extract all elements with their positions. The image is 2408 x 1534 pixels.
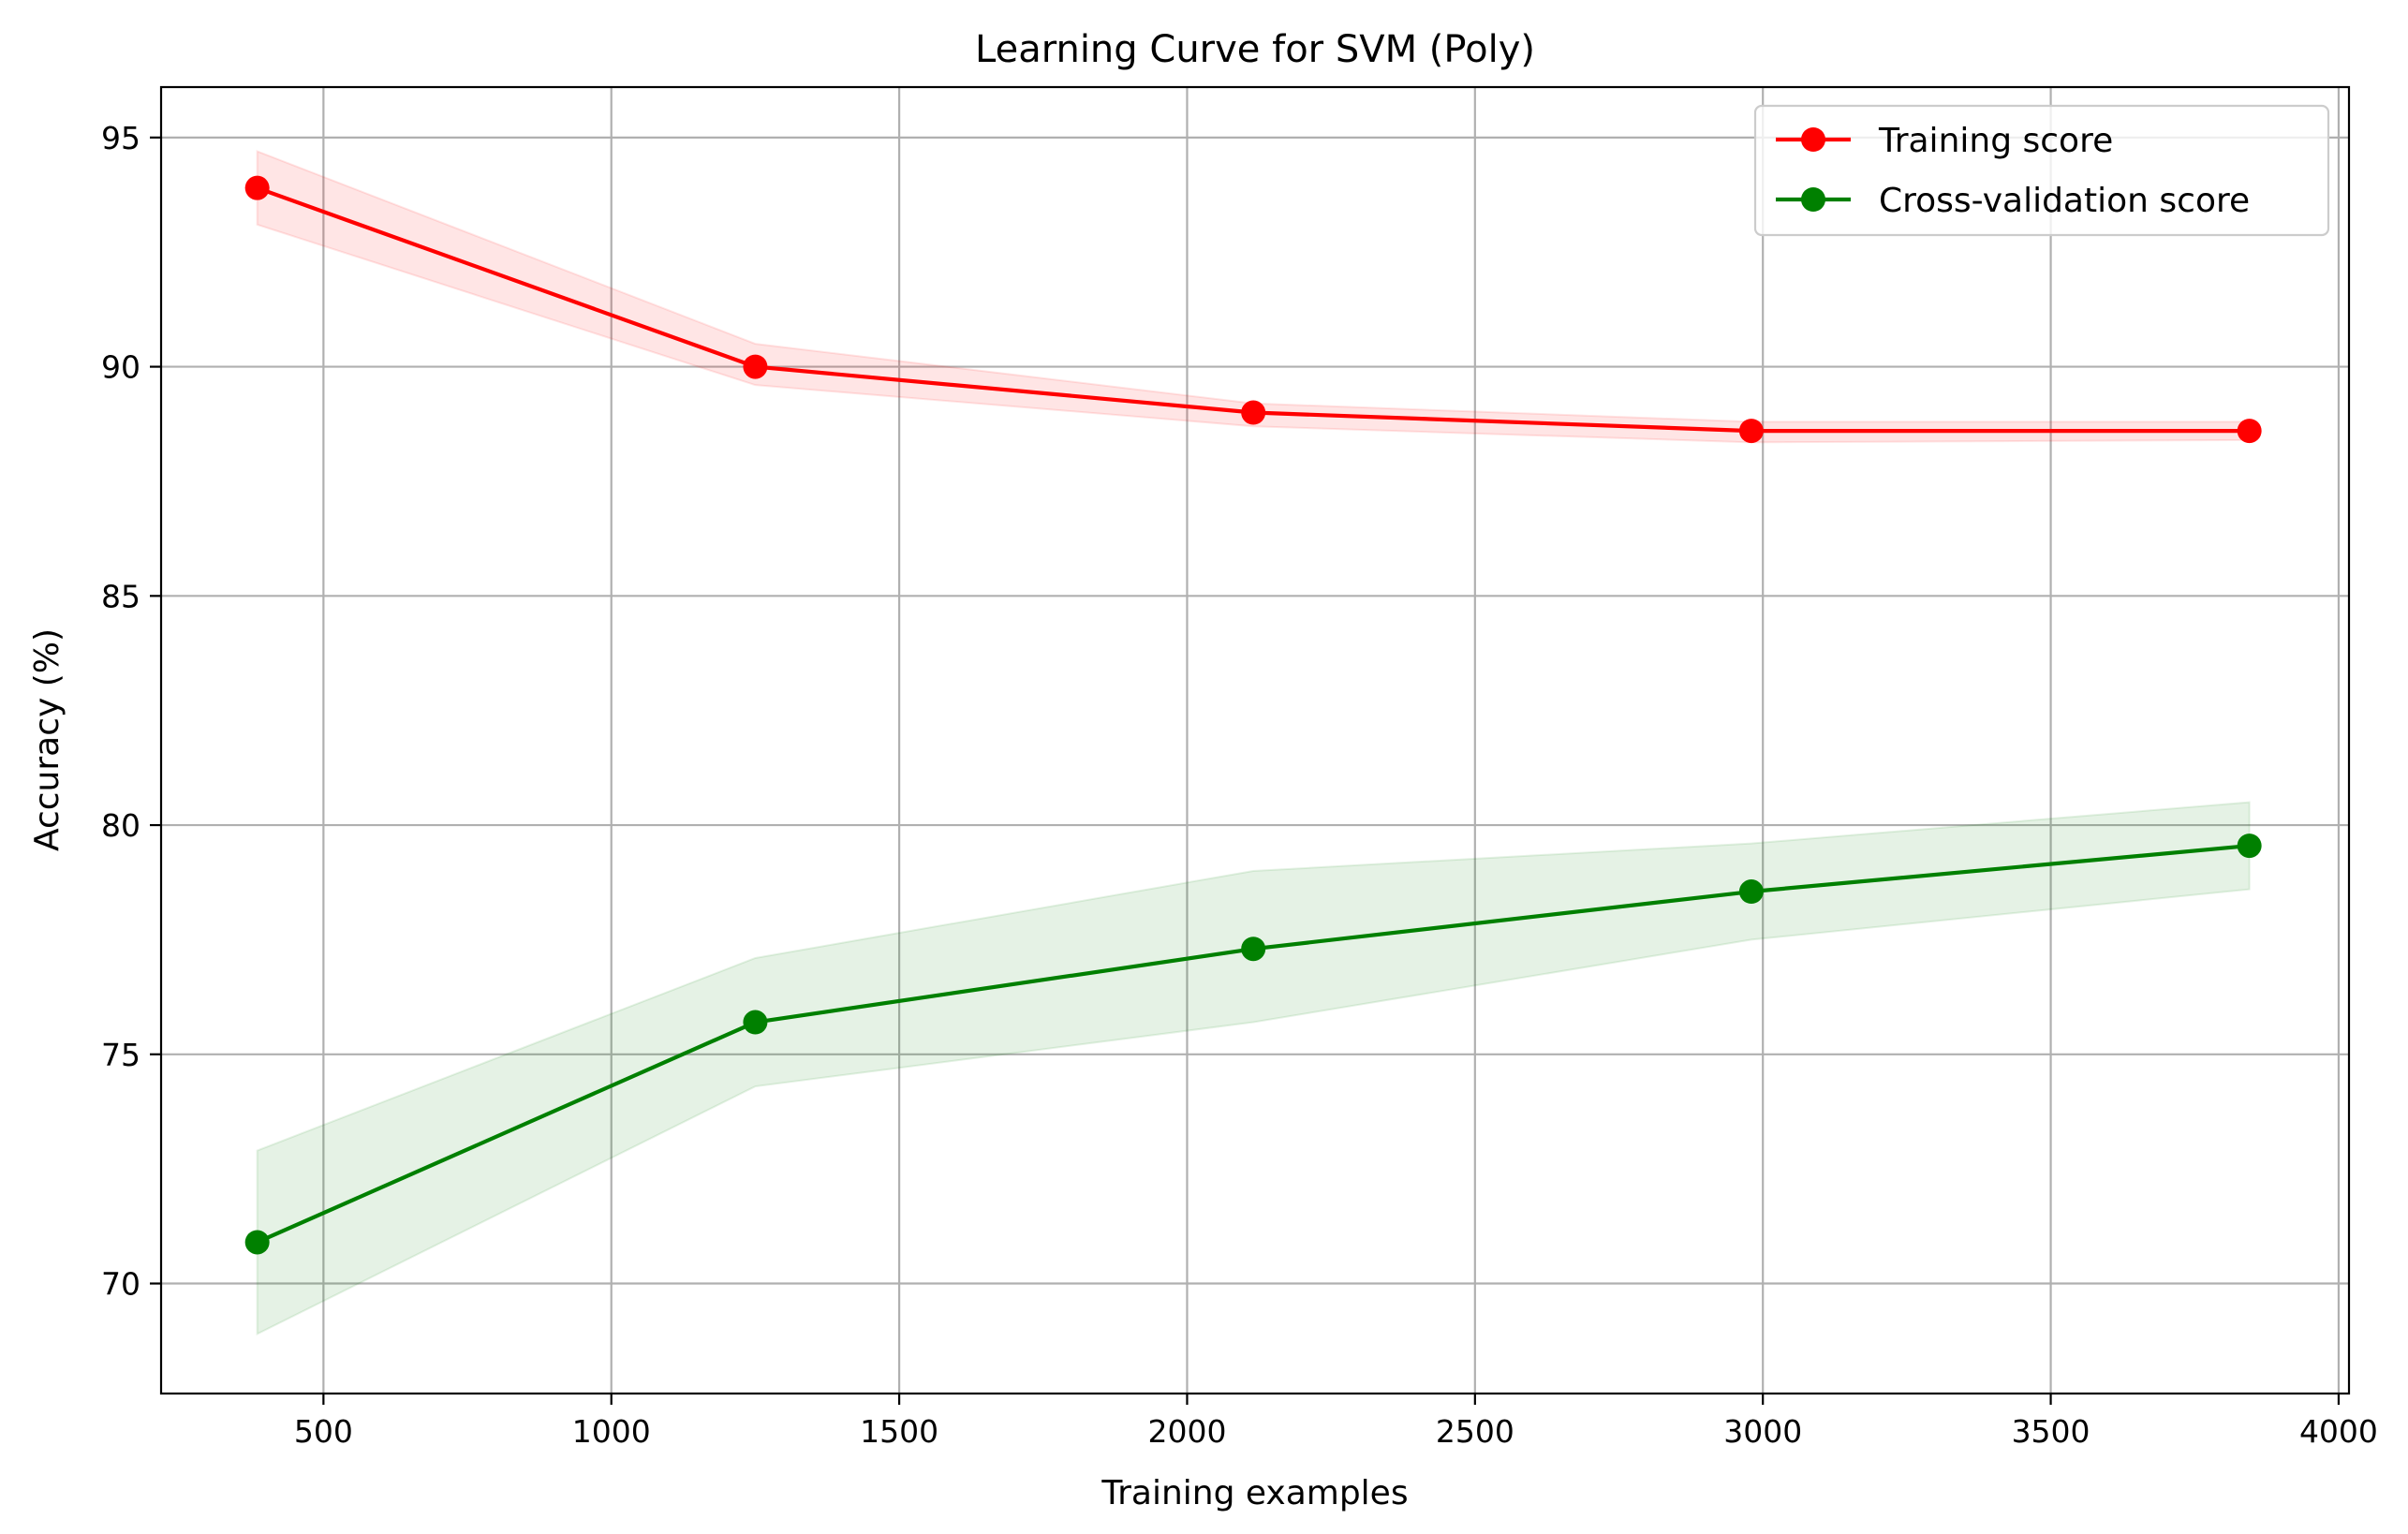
y-tick-label: 95 — [101, 120, 140, 156]
axis-ticks: 500 1000 1500 2000 2500 3000 3500 4000 70 75 80 85 9… — [101, 120, 2378, 1450]
cv-score-point — [1241, 937, 1266, 962]
y-tick-label: 85 — [101, 578, 140, 614]
y-tick-label: 70 — [101, 1266, 140, 1303]
y-axis-label: Accuracy (%) — [28, 628, 66, 851]
legend-cv-marker — [1801, 187, 1825, 212]
legend-box — [1753, 104, 2330, 237]
legend: Training score Cross-validation score — [1753, 104, 2330, 237]
y-tick-label: 75 — [101, 1037, 140, 1073]
legend-training-label: Training score — [1878, 122, 2113, 160]
training-score-point — [743, 354, 768, 379]
cv-score-point — [244, 1230, 270, 1255]
training-score-point — [244, 175, 270, 200]
y-tick-label: 80 — [101, 807, 140, 844]
axes-frame — [159, 85, 2351, 1395]
training-score-point — [2237, 419, 2262, 444]
grid-lines — [161, 87, 2349, 1394]
x-tick-label: 2500 — [1436, 1413, 1514, 1450]
legend-cv-label: Cross-validation score — [1879, 182, 2250, 220]
training-score-point — [1738, 419, 1764, 444]
cv-score-point — [1738, 879, 1764, 905]
x-tick-label: 3500 — [2012, 1413, 2090, 1450]
x-tick-label: 500 — [294, 1413, 353, 1450]
x-axis-label: Training examples — [1101, 1474, 1408, 1512]
x-tick-label: 4000 — [2299, 1413, 2378, 1450]
cv-score-band — [256, 801, 2251, 1335]
legend-training-marker — [1801, 127, 1825, 152]
y-tick-label: 90 — [101, 349, 140, 386]
x-tick-label: 2000 — [1147, 1413, 1226, 1450]
x-tick-label: 1500 — [860, 1413, 938, 1450]
cv-score-point — [743, 1010, 768, 1035]
x-tick-label: 1000 — [572, 1413, 651, 1450]
chart-title: Learning Curve for SVM (Poly) — [975, 28, 1535, 71]
series-markers — [244, 175, 2262, 1255]
x-tick-label: 3000 — [1723, 1413, 1802, 1450]
training-score-point — [1241, 400, 1266, 425]
cv-score-point — [2237, 833, 2262, 859]
